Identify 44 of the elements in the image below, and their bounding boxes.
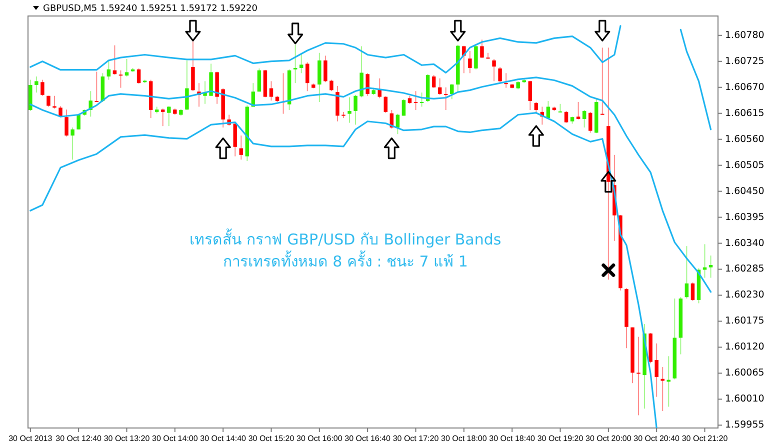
annotation: เทรดสั้น กราฟ GBP/USD กับ Bollinger Bands xyxy=(190,228,502,249)
point xyxy=(594,20,610,42)
x-tick-label: 30 Oct 20:00 xyxy=(586,434,632,443)
y-tick-label: 1.60450 xyxy=(725,186,764,197)
y-tick-label: 1.60065 xyxy=(725,368,764,379)
y-tick-label: 1.60285 xyxy=(725,264,764,275)
point xyxy=(288,22,304,44)
y-tick-label: 1.60780 xyxy=(725,30,764,41)
point xyxy=(185,20,201,42)
y-tick-label: 1.60670 xyxy=(725,82,764,93)
x-tick-label: 30 Oct 13:20 xyxy=(104,434,150,443)
annotation: การเทรดทั้งหมด 8 ครั้ง : ชนะ 7 แพ้ 1 xyxy=(222,250,468,271)
y-tick-label: 1.60505 xyxy=(725,160,764,171)
y-tick-label: 1.59955 xyxy=(725,420,764,431)
x-tick-label: 30 Oct 17:20 xyxy=(392,434,440,443)
y-tick-label: 1.60395 xyxy=(725,212,764,223)
x-tick-label: 30 Oct 21:20 xyxy=(682,434,728,443)
y-tick-label: 1.60560 xyxy=(725,134,764,145)
x-tick-label: 30 Oct 16:00 xyxy=(296,434,343,443)
x-tick-label: 30 Oct 18:00 xyxy=(441,434,488,443)
chart-title: GBPUSD,M5 1.59240 1.59251 1.59172 1.59220 xyxy=(43,4,258,14)
x-tick-label: 30 Oct 12:40 xyxy=(56,434,102,443)
x-tick-label: 30 Oct 2013 xyxy=(8,434,53,443)
point xyxy=(600,171,616,193)
y-tick-label: 1.60615 xyxy=(725,108,764,119)
y-tick-label: 1.60010 xyxy=(725,394,764,405)
x-tick-label: 30 Oct 20:40 xyxy=(634,434,680,443)
line-series xyxy=(30,112,658,428)
y-tick-label: 1.60230 xyxy=(725,290,764,301)
y-tick-label: 1.60725 xyxy=(725,56,764,67)
x-tick-label: 30 Oct 19:20 xyxy=(537,434,584,443)
y-tick-label: 1.60175 xyxy=(725,316,764,327)
y-tick-label: 1.60340 xyxy=(725,238,764,249)
x-tick-label: 30 Oct 15:20 xyxy=(248,434,295,443)
point xyxy=(384,137,400,160)
point xyxy=(215,137,231,160)
x-tick-label: 30 Oct 14:40 xyxy=(200,434,247,443)
y-tick-label: 1.60120 xyxy=(725,342,764,353)
x-tick-label: 30 Oct 18:40 xyxy=(489,434,536,443)
point xyxy=(450,20,466,42)
point xyxy=(602,263,616,277)
x-tick-label: 30 Oct 14:00 xyxy=(152,434,198,443)
point xyxy=(528,125,544,147)
x-tick-label: 30 Oct 16:40 xyxy=(344,434,392,443)
